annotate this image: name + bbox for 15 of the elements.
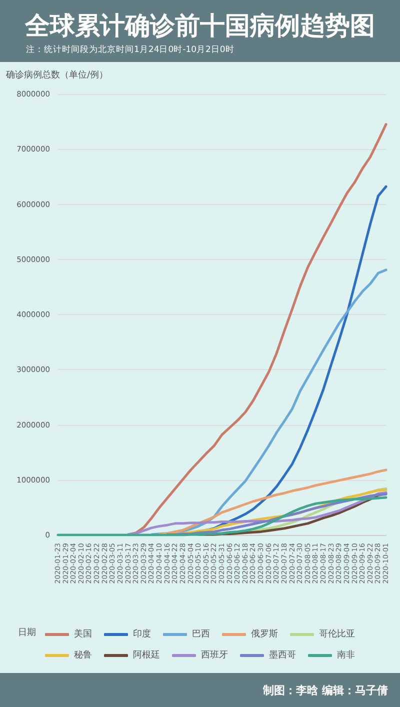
- legend-label: 美国: [74, 628, 92, 640]
- text: 制图：李晗 编辑：马子倩: [263, 682, 388, 698]
- legend-label: 阿根廷: [133, 650, 160, 660]
- legend-label: 西班牙: [201, 650, 228, 660]
- legend-label: 巴西: [192, 630, 210, 640]
- chart-subtitle: 注：统计时间段为北京时间1月24日0时-10月2日0时: [26, 44, 236, 56]
- legend-label: 墨西哥: [269, 650, 296, 660]
- x-axis-title: 日期: [18, 626, 36, 639]
- legend-label: 哥伦比亚: [319, 628, 355, 640]
- chart-title: 全球累计确诊前十国病例趋势图: [24, 11, 376, 40]
- legend-label: 俄罗斯: [251, 628, 278, 640]
- legend-label: 印度: [133, 628, 151, 640]
- legend-label: 南非: [337, 650, 355, 660]
- legend-label: 秘鲁: [74, 650, 92, 660]
- y-axis-title: 确诊病例总数（单位/例）: [5, 70, 108, 80]
